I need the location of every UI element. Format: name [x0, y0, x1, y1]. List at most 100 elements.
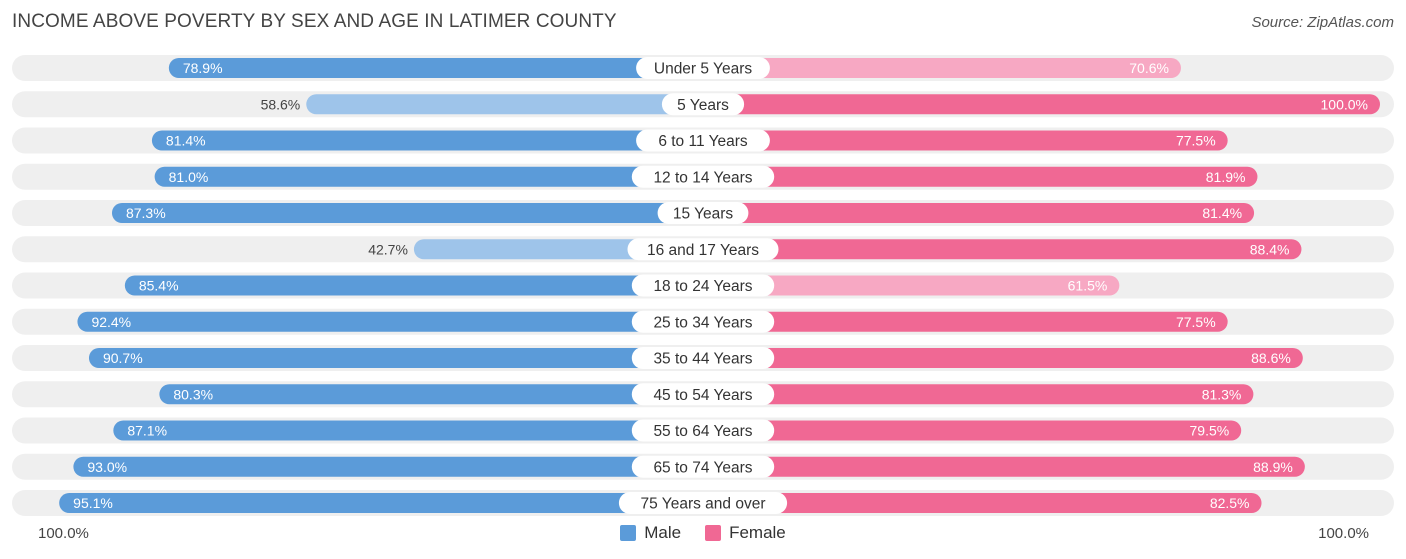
axis-left-label: 100.0%: [38, 525, 89, 542]
bar-male: [306, 94, 703, 115]
legend-swatch-male: [620, 525, 637, 541]
bar-female: [703, 493, 1262, 513]
category-pill: [618, 492, 788, 514]
label-male: 78.9%: [183, 60, 223, 76]
label-male: 81.4%: [166, 133, 206, 149]
row-0: 78.9% 70.6% Under 5 Years: [12, 55, 1394, 81]
bar-female: [703, 239, 1302, 260]
label-male: 42.7%: [368, 241, 408, 257]
category-label: Under 5 Years: [654, 61, 752, 78]
row-3: 81.0% 81.9% 12 to 14 Years: [12, 163, 1394, 190]
label-male: 85.4%: [139, 278, 179, 294]
axis-right-label: 100.0%: [1318, 525, 1369, 542]
label-female: 100.0%: [1321, 96, 1368, 112]
category-label: 75 Years and over: [641, 496, 766, 513]
category-label: 6 to 11 Years: [658, 133, 748, 150]
bar-male: [77, 311, 703, 332]
bar-male: [159, 384, 703, 405]
row-8: 90.7% 88.6% 35 to 44 Years: [12, 345, 1394, 371]
label-male: 87.3%: [126, 205, 166, 221]
bar-male: [168, 58, 704, 78]
label-male: 87.1%: [127, 423, 167, 439]
row-11: 93.0% 88.9% 65 to 74 Years: [12, 453, 1394, 480]
bar-male: [151, 130, 703, 151]
row-9: 80.3% 81.3% 45 to 54 Years: [12, 381, 1394, 408]
category-label: 18 to 24 Years: [653, 278, 752, 295]
category-label: 12 to 14 Years: [653, 169, 752, 186]
bar-male: [113, 420, 703, 441]
legend-label-male: Male: [644, 523, 682, 542]
category-pill: [631, 383, 775, 406]
row-10: 87.1% 79.5% 55 to 64 Years: [12, 417, 1394, 444]
bar-male: [88, 348, 703, 368]
category-pill: [627, 238, 779, 261]
category-label: 25 to 34 Years: [653, 314, 752, 331]
label-female: 81.4%: [1202, 205, 1242, 221]
label-female: 81.3%: [1202, 386, 1242, 402]
category-pill: [661, 93, 745, 116]
legend-swatch-female: [705, 525, 722, 541]
legend: Male Female: [0, 523, 1406, 543]
row-12: 95.1% 82.5% 75 Years and over: [12, 490, 1394, 516]
bar-female: [703, 456, 1305, 477]
label-male: 93.0%: [87, 459, 127, 475]
category-label: 55 to 64 Years: [653, 423, 752, 440]
category-pill: [631, 274, 775, 297]
bar-female: [703, 58, 1181, 78]
category-pill: [636, 129, 770, 152]
category-label: 35 to 44 Years: [653, 351, 752, 368]
category-label: 15 Years: [673, 206, 734, 223]
row-1: 58.6% 100.0% 5 Years: [12, 91, 1394, 118]
category-pill: [631, 310, 775, 333]
label-male: 95.1%: [73, 495, 113, 511]
label-female: 88.6%: [1251, 350, 1291, 366]
legend-label-female: Female: [729, 523, 786, 542]
bar-female: [703, 203, 1255, 223]
bar-female: [703, 384, 1254, 405]
label-female: 77.5%: [1176, 133, 1216, 149]
label-female: 88.4%: [1250, 241, 1290, 257]
legend-item-male[interactable]: Male: [620, 523, 681, 543]
bar-male: [59, 493, 704, 513]
category-label: 45 to 54 Years: [653, 387, 752, 404]
bar-male: [111, 203, 703, 223]
row-5: 42.7% 88.4% 16 and 17 Years: [12, 236, 1394, 263]
label-male: 58.6%: [261, 96, 301, 112]
bar-female: [703, 130, 1228, 151]
row-2: 81.4% 77.5% 6 to 11 Years: [12, 127, 1394, 154]
category-pill: [631, 347, 775, 369]
legend-item-female[interactable]: Female: [705, 523, 786, 543]
category-label: 65 to 74 Years: [653, 459, 752, 476]
chart-title: INCOME ABOVE POVERTY BY SEX AND AGE IN L…: [12, 11, 617, 32]
bar-female: [703, 166, 1258, 187]
source-label: Source: ZipAtlas.com: [1251, 14, 1394, 31]
label-male: 81.0%: [169, 169, 209, 185]
category-pill: [631, 455, 775, 478]
label-female: 79.5%: [1190, 423, 1230, 439]
bar-male: [124, 275, 704, 296]
label-male: 80.3%: [173, 386, 213, 402]
label-male: 90.7%: [103, 350, 143, 366]
row-7: 92.4% 77.5% 25 to 34 Years: [12, 308, 1394, 335]
label-female: 61.5%: [1068, 278, 1108, 294]
label-female: 70.6%: [1129, 60, 1169, 76]
label-female: 81.9%: [1206, 169, 1246, 185]
label-female: 88.9%: [1253, 459, 1293, 475]
category-pill: [631, 165, 775, 188]
category-pill: [657, 202, 749, 224]
label-female: 82.5%: [1210, 495, 1250, 511]
row-6: 85.4% 61.5% 18 to 24 Years: [12, 272, 1394, 299]
bar-female: [703, 275, 1120, 296]
category-pill: [631, 419, 775, 442]
bar-female: [703, 348, 1303, 368]
bar-female: [703, 311, 1228, 332]
category-pill: [636, 57, 770, 79]
row-4: 87.3% 81.4% 15 Years: [12, 200, 1394, 226]
bar-female: [703, 94, 1380, 115]
bar-male: [73, 456, 703, 477]
bar-female: [703, 420, 1242, 441]
bar-male: [154, 166, 703, 187]
category-label: 16 and 17 Years: [647, 242, 759, 259]
label-male: 92.4%: [91, 314, 131, 330]
